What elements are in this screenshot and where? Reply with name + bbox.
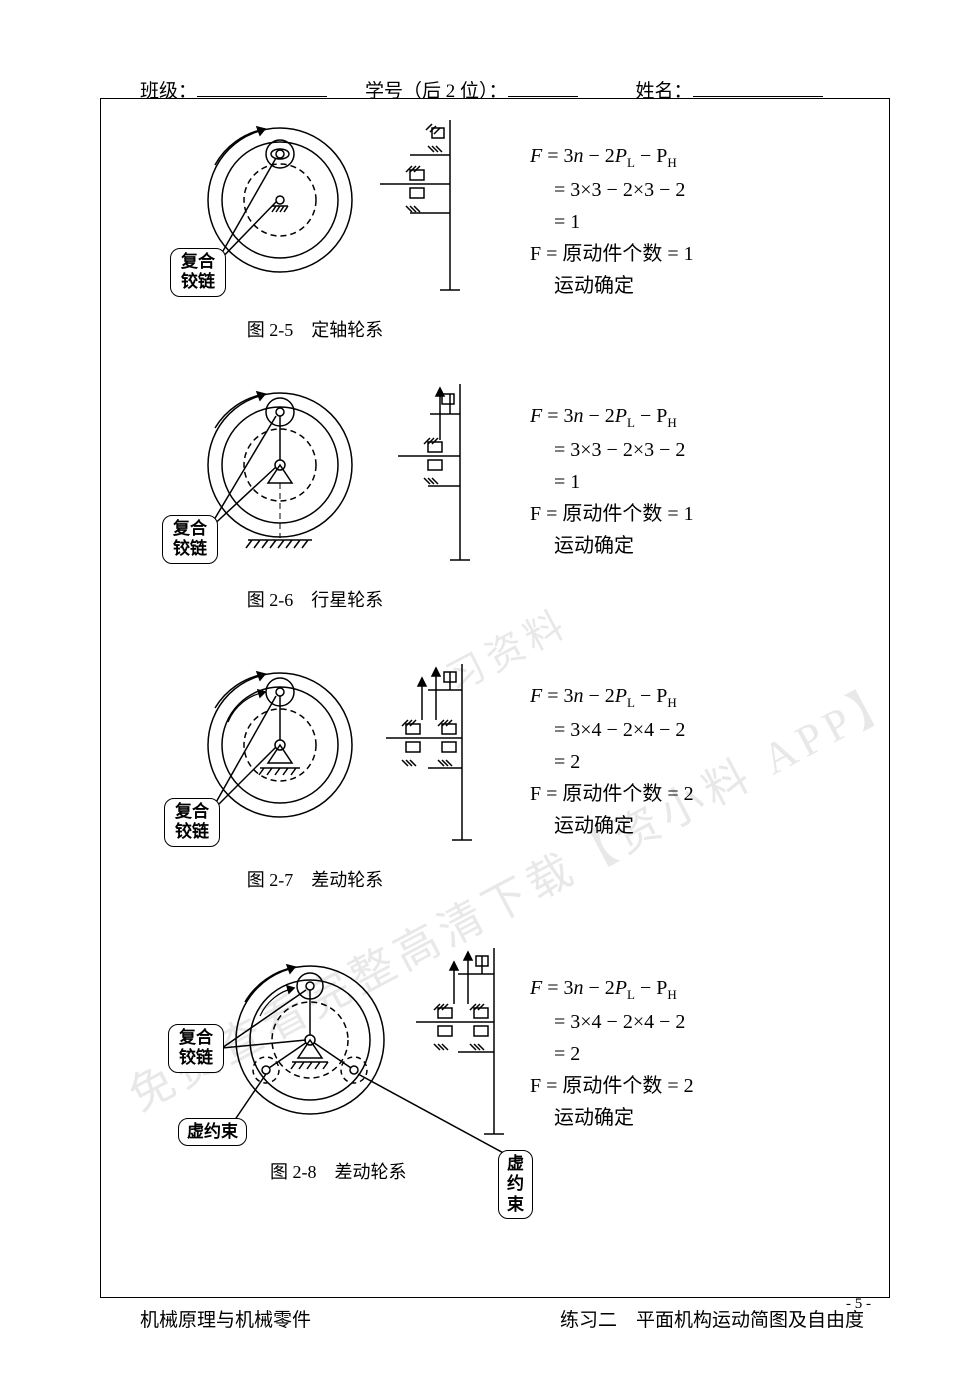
diagram-2-5: 复合铰链 图 2-5 定轴轮系 [100, 110, 530, 342]
formula-2-5: F = 3n − 2PL − PH = 3×3 − 2×3 − 2 = 1 F … [530, 110, 890, 342]
id-blank[interactable] [508, 77, 578, 97]
compound-hinge-label: 复合铰链 [170, 248, 226, 297]
footer-right: 练习二 平面机构运动简图及自由度 [560, 1305, 864, 1332]
figure-row-2-7: 复合铰链 图 2-7 差动轮系 F = 3n − 2PL − PH = 3×4 … [100, 650, 890, 892]
diagram-2-6: 复合铰链 图 2-6 行星轮系 [100, 370, 530, 612]
formula-2-7: F = 3n − 2PL − PH = 3×4 − 2×4 − 2 = 2 F … [530, 650, 890, 892]
formula-2-6: F = 3n − 2PL − PH = 3×3 − 2×3 − 2 = 1 F … [530, 370, 890, 612]
name-blank[interactable] [693, 77, 823, 97]
formula-2-8: F = 3n − 2PL − PH = 3×4 − 2×4 − 2 = 2 F … [530, 930, 890, 1210]
caption-2-7: 图 2-7 差动轮系 [100, 866, 530, 892]
figure-row-2-8: 复合铰链 虚约束 虚约束 图 2-8 差动轮系 F = 3n − 2PL − P… [100, 930, 890, 1210]
virtual-constraint-label: 虚约束 [178, 1118, 247, 1146]
caption-2-6: 图 2-6 行星轮系 [100, 586, 530, 612]
footer: 机械原理与机械零件 练习二 平面机构运动简图及自由度 [140, 1305, 864, 1332]
caption-2-8: 图 2-8 差动轮系 [270, 1158, 407, 1184]
page: 免费查看完整高清下载【资小料 APP】 习资料 班级： 学号（后 2 位）： 姓… [0, 0, 979, 1382]
class-blank[interactable] [197, 77, 327, 97]
figure-row-2-6: 复合铰链 图 2-6 行星轮系 F = 3n − 2PL − PH = 3×3 … [100, 370, 890, 612]
compound-hinge-label: 复合铰链 [162, 515, 218, 564]
compound-hinge-label: 复合铰链 [168, 1024, 224, 1073]
footer-left: 机械原理与机械零件 [140, 1305, 311, 1332]
virtual-constraint-label: 虚约束 [498, 1150, 533, 1219]
diagram-2-8: 复合铰链 虚约束 虚约束 图 2-8 差动轮系 [100, 930, 530, 1210]
diagram-2-7: 复合铰链 图 2-7 差动轮系 [100, 650, 530, 892]
caption-2-5: 图 2-5 定轴轮系 [100, 316, 530, 342]
compound-hinge-label: 复合铰链 [164, 798, 220, 847]
figure-row-2-5: 复合铰链 图 2-5 定轴轮系 F = 3n − 2PL − PH = 3×3 … [100, 110, 890, 342]
